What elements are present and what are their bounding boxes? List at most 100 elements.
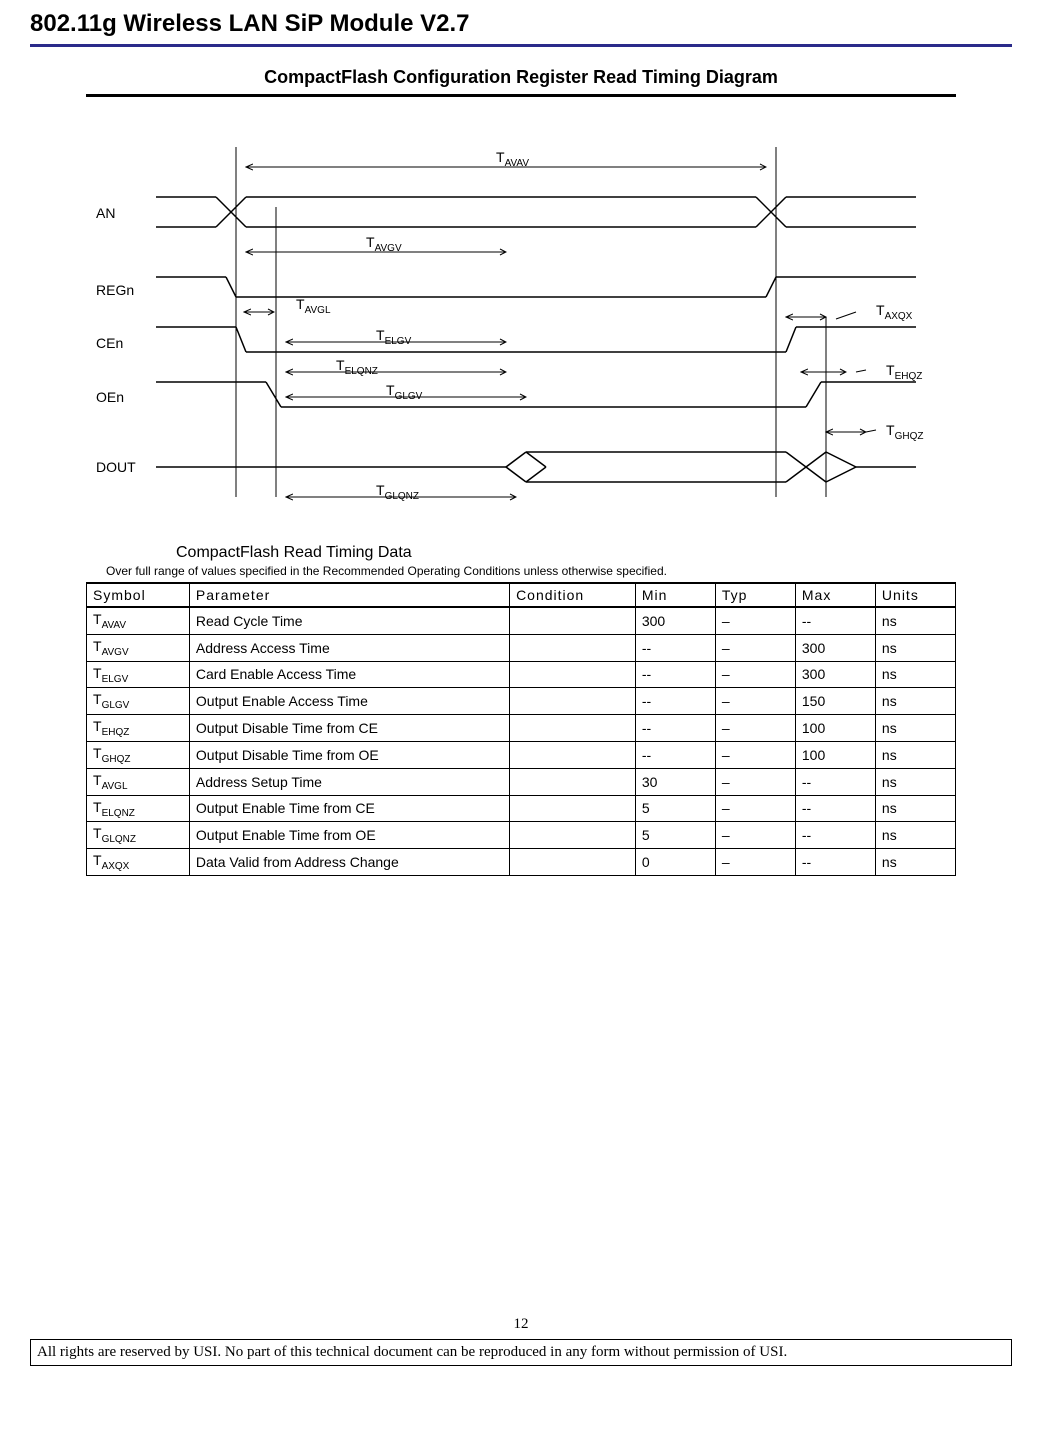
cell-min: -- xyxy=(635,634,715,661)
cell-symbol: TAVAV xyxy=(87,607,190,634)
cell-units: ns xyxy=(875,688,955,715)
col-header: Typ xyxy=(715,583,795,607)
cell-cond xyxy=(510,849,636,876)
cell-param: Address Access Time xyxy=(189,634,509,661)
signal-label-an: AN xyxy=(96,205,115,221)
table-header-row: Symbol Parameter Condition Min Typ Max U… xyxy=(87,583,956,607)
cell-symbol: TAVGV xyxy=(87,634,190,661)
cell-cond xyxy=(510,768,636,795)
col-header: Condition xyxy=(510,583,636,607)
page-number: 12 xyxy=(30,1316,1012,1333)
cell-cond xyxy=(510,715,636,742)
svg-text:TAVAV: TAVAV xyxy=(496,149,529,169)
cell-typ: – xyxy=(715,795,795,822)
cell-min: -- xyxy=(635,715,715,742)
table-subtitle: Over full range of values specified in t… xyxy=(106,564,956,578)
table-row: TAVGVAddress Access Time --–300ns xyxy=(87,634,956,661)
timing-diagram: TAVAV TAVGV TAVGL TELGV TELQNZ TGLGV TGL… xyxy=(86,94,956,514)
table-row: TELQNZOutput Enable Time from CE5–--ns xyxy=(87,795,956,822)
cell-units: ns xyxy=(875,634,955,661)
cell-units: ns xyxy=(875,661,955,688)
timing-table-section: CompactFlash Read Timing Data Over full … xyxy=(86,544,956,876)
cell-cond xyxy=(510,795,636,822)
cell-max: 300 xyxy=(795,661,875,688)
cell-cond xyxy=(510,634,636,661)
signal-label-dout: DOUT xyxy=(96,459,136,475)
cell-param: Address Setup Time xyxy=(189,768,509,795)
cell-max: 300 xyxy=(795,634,875,661)
cell-typ: – xyxy=(715,688,795,715)
table-title: CompactFlash Read Timing Data xyxy=(176,544,956,562)
signal-label-regn: REGn xyxy=(96,282,134,298)
svg-text:TAXQX: TAXQX xyxy=(876,302,913,322)
cell-symbol: TELQNZ xyxy=(87,795,190,822)
signal-label-cen: CEn xyxy=(96,335,123,351)
cell-units: ns xyxy=(875,715,955,742)
cell-cond xyxy=(510,741,636,768)
cell-units: ns xyxy=(875,822,955,849)
table-row: TGLGVOutput Enable Access Time --–150ns xyxy=(87,688,956,715)
col-header: Units xyxy=(875,583,955,607)
header-rule xyxy=(30,44,1012,47)
table-row: TAXQXData Valid from Address Change0–--n… xyxy=(87,849,956,876)
cell-units: ns xyxy=(875,607,955,634)
cell-typ: – xyxy=(715,661,795,688)
cell-units: ns xyxy=(875,849,955,876)
cell-typ: – xyxy=(715,634,795,661)
svg-text:TGLGV: TGLGV xyxy=(386,382,423,402)
svg-text:TELQNZ: TELQNZ xyxy=(336,357,378,377)
cell-cond xyxy=(510,688,636,715)
cell-typ: – xyxy=(715,849,795,876)
cell-param: Output Disable Time from OE xyxy=(189,741,509,768)
cell-min: 300 xyxy=(635,607,715,634)
cell-max: -- xyxy=(795,822,875,849)
col-header: Min xyxy=(635,583,715,607)
cell-symbol: TAVGL xyxy=(87,768,190,795)
cell-max: -- xyxy=(795,607,875,634)
cell-units: ns xyxy=(875,741,955,768)
cell-param: Output Enable Time from OE xyxy=(189,822,509,849)
cell-max: 100 xyxy=(795,741,875,768)
cell-param: Output Enable Time from CE xyxy=(189,795,509,822)
cell-symbol: TELGV xyxy=(87,661,190,688)
cell-min: 0 xyxy=(635,849,715,876)
cell-max: 100 xyxy=(795,715,875,742)
svg-text:TEHQZ: TEHQZ xyxy=(886,362,922,382)
table-row: TELGVCard Enable Access Time --–300ns xyxy=(87,661,956,688)
cell-symbol: TGLQNZ xyxy=(87,822,190,849)
cell-min: -- xyxy=(635,741,715,768)
cell-min: -- xyxy=(635,688,715,715)
cell-min: -- xyxy=(635,661,715,688)
svg-text:TAVGL: TAVGL xyxy=(296,296,331,316)
svg-text:TELGV: TELGV xyxy=(376,327,412,347)
svg-text:TAVGV: TAVGV xyxy=(366,234,402,254)
cell-max: -- xyxy=(795,768,875,795)
col-header: Max xyxy=(795,583,875,607)
table-row: TGHQZOutput Disable Time from OE --–100ns xyxy=(87,741,956,768)
diagram-title: CompactFlash Configuration Register Read… xyxy=(30,67,1012,88)
cell-cond xyxy=(510,607,636,634)
cell-typ: – xyxy=(715,768,795,795)
cell-typ: – xyxy=(715,715,795,742)
cell-symbol: TEHQZ xyxy=(87,715,190,742)
cell-typ: – xyxy=(715,607,795,634)
cell-max: -- xyxy=(795,849,875,876)
footer-rights: All rights are reserved by USI. No part … xyxy=(30,1339,1012,1366)
cell-typ: – xyxy=(715,741,795,768)
cell-units: ns xyxy=(875,768,955,795)
cell-cond xyxy=(510,822,636,849)
signal-label-oen: OEn xyxy=(96,389,124,405)
cell-symbol: TAXQX xyxy=(87,849,190,876)
timing-table: Symbol Parameter Condition Min Typ Max U… xyxy=(86,582,956,876)
cell-param: Card Enable Access Time xyxy=(189,661,509,688)
cell-symbol: TGLGV xyxy=(87,688,190,715)
cell-param: Read Cycle Time xyxy=(189,607,509,634)
cell-param: Output Enable Access Time xyxy=(189,688,509,715)
cell-typ: – xyxy=(715,822,795,849)
cell-max: 150 xyxy=(795,688,875,715)
timing-diagram-svg: TAVAV TAVGV TAVGL TELGV TELQNZ TGLGV TGL… xyxy=(86,97,956,517)
cell-cond xyxy=(510,661,636,688)
table-row: TGLQNZOutput Enable Time from OE5–--ns xyxy=(87,822,956,849)
col-header: Symbol xyxy=(87,583,190,607)
cell-symbol: TGHQZ xyxy=(87,741,190,768)
